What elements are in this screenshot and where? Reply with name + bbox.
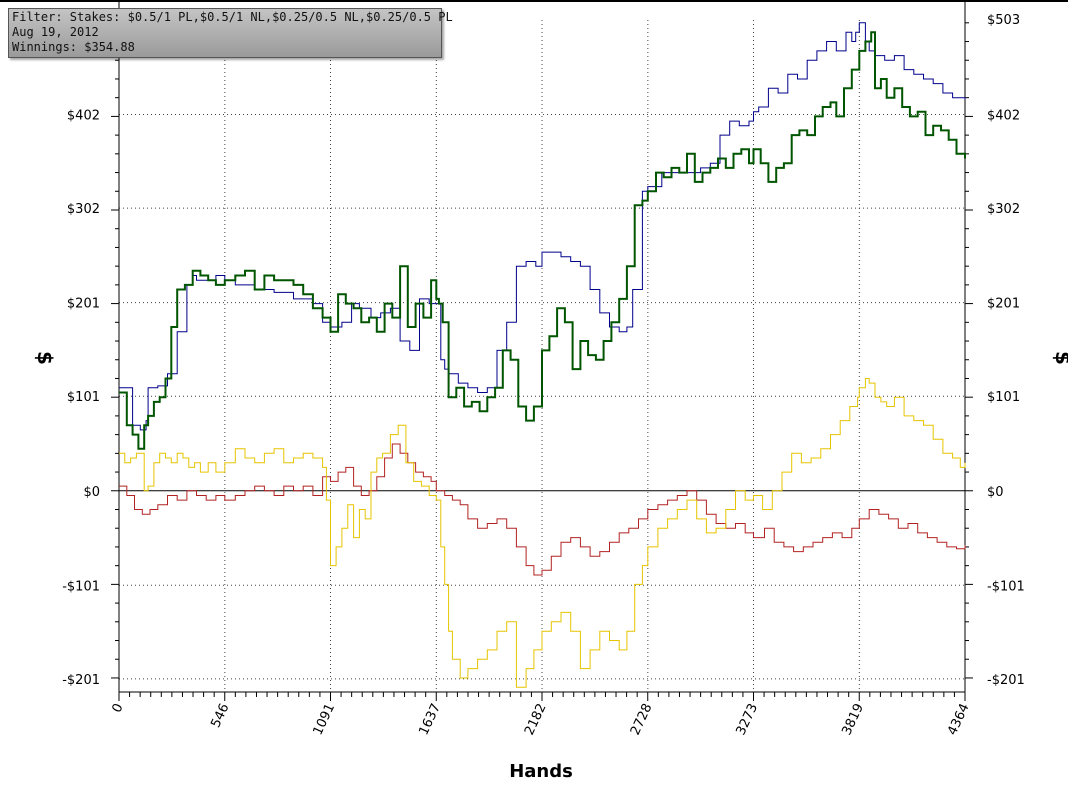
y-tick-label-right: -$101 <box>987 579 1025 594</box>
x-tick-label: 4364 <box>945 701 973 737</box>
series-lines <box>119 22 966 688</box>
series-line-showdown <box>119 443 966 576</box>
y-tick-label-left: -$201 <box>62 673 100 688</box>
axes: 0 546 1091 1637 2182 2728 3273 3819 4364 -$201 -$2… <box>62 2 1025 738</box>
date-text: Aug 19, 2012 <box>12 25 99 39</box>
filter-text: Filter: Stakes: $0.5/1 PL,$0.5/1 NL,$0.2… <box>12 10 453 24</box>
x-tick-label: 1637 <box>416 701 444 737</box>
filter-info-box: Filter: Stakes: $0.5/1 PL,$0.5/1 NL,$0.2… <box>8 8 453 58</box>
y-tick-label-right: $302 <box>987 202 1020 217</box>
y-tick-label-left: $0 <box>83 485 100 500</box>
y-tick-label-left: -$101 <box>62 579 100 594</box>
x-tick-label: 2182 <box>522 701 550 737</box>
y-axis-label-right: $ <box>1051 351 1068 365</box>
y-tick-label-right: $101 <box>987 390 1020 405</box>
y-tick-label-left: $302 <box>67 202 100 217</box>
y-axis-max-label: $503 <box>987 13 1020 28</box>
series-line-total_winnings <box>119 31 966 450</box>
y-axis-label-left: $ <box>33 351 57 365</box>
x-axis-label: Hands <box>509 761 573 782</box>
x-tick-label: 3819 <box>839 701 867 737</box>
x-tick-label: 2728 <box>628 701 656 737</box>
grid <box>119 20 965 692</box>
y-tick-label-right: $201 <box>987 297 1020 312</box>
y-tick-label-left: $402 <box>67 109 100 124</box>
y-tick-label-right: $0 <box>987 485 1004 500</box>
winnings-text: Winnings: $354.88 <box>12 40 135 54</box>
y-tick-label-right: $402 <box>987 109 1020 124</box>
y-tick-label-left: $101 <box>67 390 100 405</box>
series-line-non_showdown <box>119 378 966 688</box>
plot-frame-top <box>0 0 1068 2</box>
x-tick-label: 3273 <box>734 701 762 737</box>
x-tick-label: 0 <box>110 701 127 715</box>
y-tick-label-left: $201 <box>67 297 100 312</box>
x-tick-label: 546 <box>208 701 232 730</box>
x-tick-label: 1091 <box>311 701 339 737</box>
y-tick-label-right: -$201 <box>987 673 1025 688</box>
